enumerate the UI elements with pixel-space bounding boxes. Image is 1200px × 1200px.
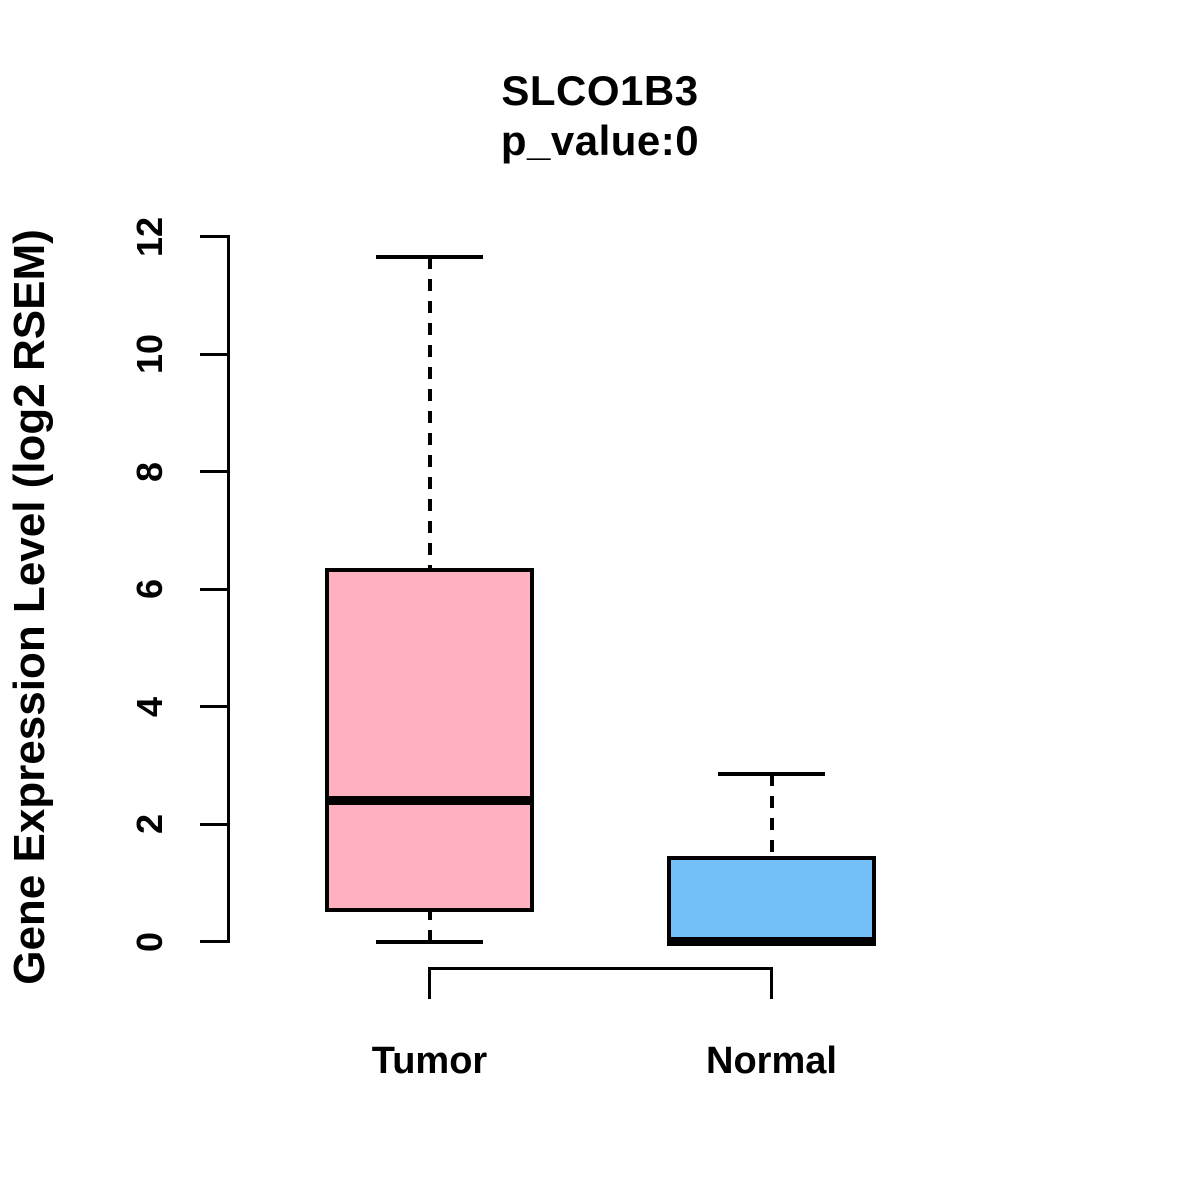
normal-upper-whisker — [769, 774, 774, 857]
y-axis-tick — [200, 587, 230, 591]
tumor-upper-whisker — [427, 257, 432, 569]
y-axis-tick — [200, 470, 230, 473]
significance-bracket-right-tick — [770, 967, 773, 999]
y-axis-tick-label: 0 — [129, 931, 170, 952]
significance-bracket-bar — [428, 967, 773, 970]
chart-subtitle: p_value:0 — [500, 117, 700, 164]
y-axis-tick-label: 4 — [129, 696, 170, 717]
tumor-box — [325, 568, 534, 913]
y-axis-tick-label: 6 — [129, 578, 170, 600]
significance-bracket-left-tick — [428, 967, 431, 999]
title-block: SLCO1B3 p_value:0 — [300, 66, 900, 166]
y-axis-tick-label: 12 — [129, 216, 170, 257]
tumor-median-line — [325, 796, 534, 805]
y-axis-tick-label: 10 — [129, 333, 170, 375]
y-axis-tick — [200, 705, 230, 708]
y-axis-tick-label: 8 — [129, 461, 170, 482]
x-axis-label-normal: Normal — [706, 1040, 837, 1082]
normal-box — [667, 856, 876, 942]
y-axis-tick — [200, 940, 230, 943]
y-axis-tick — [200, 822, 230, 826]
x-axis-label-tumor: Tumor — [371, 1040, 488, 1082]
y-axis-tick-label: 2 — [129, 813, 170, 835]
tumor-lower-whisker-cap — [376, 939, 483, 944]
chart-title: SLCO1B3 — [501, 67, 699, 114]
y-axis-tick — [200, 235, 230, 238]
normal-median-line — [667, 937, 876, 946]
y-axis-tick — [200, 352, 230, 356]
normal-upper-whisker-cap — [718, 772, 825, 777]
tumor-lower-whisker — [427, 912, 432, 942]
tumor-upper-whisker-cap — [376, 255, 483, 260]
